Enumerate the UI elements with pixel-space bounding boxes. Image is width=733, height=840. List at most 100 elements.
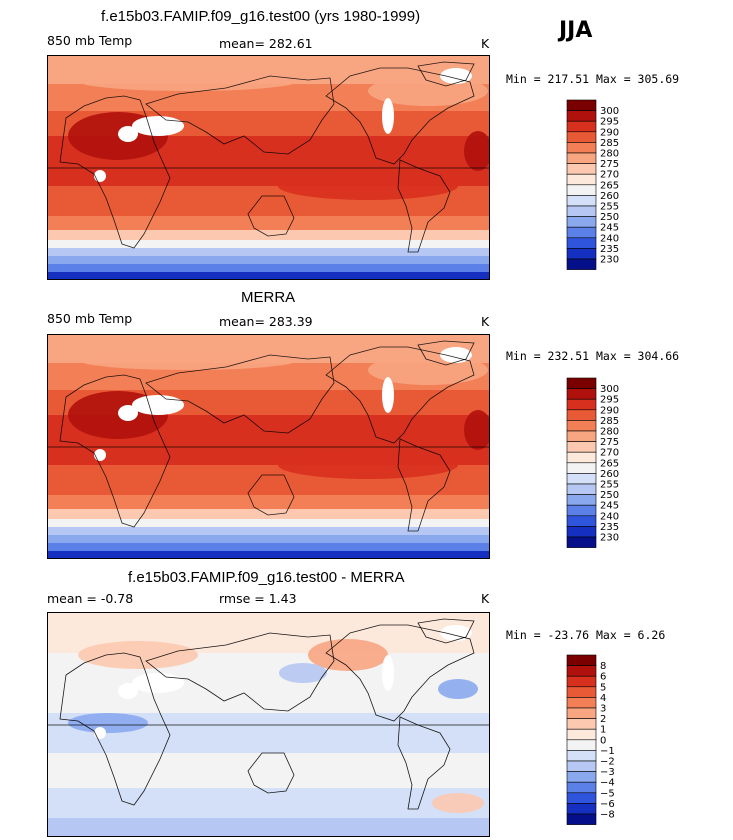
colorbar-swatch [566,675,597,688]
panel-2-title: MERRA [241,289,296,306]
colorbar-swatch [566,377,597,389]
colorbar-swatch [566,99,597,111]
colorbar-tick-label: 290 [600,127,619,138]
colorbar-tick-label: −4 [600,778,615,789]
colorbar-swatch [566,654,597,666]
panel-2-minmax: Min = 232.51 Max = 304.66 [506,349,680,363]
panel-1-title: f.e15b03.FAMIP.f09_g16.test00 (yrs 1980-… [101,8,421,25]
colorbar-swatch [566,131,597,143]
colorbar-swatch [566,120,597,133]
colorbar-tick-label: −6 [600,799,615,810]
colorbar-swatch [566,184,597,196]
colorbar-tick-label: −3 [600,767,615,778]
colorbar-tick-label: −1 [600,746,615,757]
panel-2-map-svg [48,335,489,558]
colorbar-tick-label: 240 [600,233,619,244]
colorbar-tick-label: 275 [600,437,619,448]
colorbar-swatch [566,216,597,228]
colorbar-swatch [566,420,597,432]
colorbar-swatch [566,195,597,207]
colorbar-swatch [566,398,597,411]
colorbar-swatch [566,536,597,548]
colorbar-swatch [566,205,597,217]
colorbar-tick-label: 265 [600,458,619,469]
colorbar-tick-label: 300 [600,384,619,395]
colorbar-tick-label: 250 [600,212,619,223]
colorbar-tick-label: 230 [600,255,619,266]
colorbar-swatch [566,504,597,517]
colorbar-swatch [566,707,597,719]
colorbar-swatch [566,781,597,794]
panel-3-rmse-label: rmse = 1.43 [219,591,297,606]
colorbar-tick-label: 260 [600,191,619,202]
colorbar-swatch [566,718,597,730]
colorbar-swatch [566,750,597,762]
colorbar-swatch [566,760,597,772]
colorbar-swatch [566,430,597,442]
colorbar-swatch [566,686,597,698]
colorbar-swatch [566,248,597,260]
colorbar-tick-label: 240 [600,511,619,522]
colorbar-tick-label: 275 [600,159,619,170]
panel-1-map [47,55,490,280]
colorbar-tick-label: 290 [600,405,619,416]
colorbar-tick-label: −5 [600,788,615,799]
colorbar-swatch [566,792,597,804]
colorbar-tick-label: −2 [600,757,615,768]
colorbar-tick-label: 2 [600,714,606,725]
panel-3-unit-label: K [481,591,490,606]
colorbar-tick-label: 0 [600,735,606,746]
colorbar-tick-label: 255 [600,480,619,491]
colorbar-swatch [566,515,597,527]
panel-1-variable-label: 850 mb Temp [47,33,133,48]
colorbar-swatch [566,728,597,741]
panel-3-mean-label: mean = -0.78 [47,591,134,606]
season-label: JJA [559,18,593,43]
colorbar-tick-label: 285 [600,416,619,427]
colorbar-swatch [566,237,597,249]
panel-1-map-svg [48,56,489,279]
colorbar-tick-label: 235 [600,522,619,533]
colorbar-tick-label: 6 [600,672,606,683]
colorbar-tick-label: 1 [600,725,606,736]
colorbar-tick-label: 255 [600,202,619,213]
colorbar-tick-label: 295 [600,117,619,128]
colorbar-swatch [566,526,597,538]
colorbar-tick-label: 8 [600,661,606,672]
panel-1-colorbar-svg: 3002952902852802752702652602552502452402… [566,99,619,270]
panel-3-map [47,612,490,837]
colorbar-tick-label: 3 [600,704,606,715]
colorbar-swatch [566,409,597,421]
colorbar-swatch [566,258,597,270]
colorbar-tick-label: 250 [600,490,619,501]
colorbar-tick-label: 245 [600,223,619,234]
colorbar-tick-label: 4 [600,693,606,704]
colorbar-tick-label: 235 [600,244,619,255]
colorbar-swatch [566,226,597,239]
panel-2-colorbar-svg: 3002952902852802752702652602552502452402… [566,377,619,548]
panel-2-colorbar: 300 295 290 285 280 275 270 265 260 255 250 245 240 2… [566,377,637,553]
panel-2-variable-label: 850 mb Temp [47,311,133,326]
colorbar-tick-label: −8 [600,810,615,821]
colorbar-swatch [566,697,597,709]
colorbar-swatch [566,388,597,400]
panel-3-minmax: Min = -23.76 Max = 6.26 [506,628,666,642]
colorbar-tick-label: 280 [600,427,619,438]
panel-1-unit-label: K [481,36,490,51]
panel-1-minmax: Min = 217.51 Max = 305.69 [506,72,680,86]
colorbar-tick-label: 265 [600,180,619,191]
colorbar-swatch [566,163,597,175]
panel-2-mean-label: mean= 283.39 [219,314,313,329]
colorbar-swatch [566,813,597,825]
colorbar-swatch [566,739,597,751]
colorbar-swatch [566,451,597,464]
colorbar-tick-label: 245 [600,501,619,512]
colorbar-tick-label: 230 [600,533,619,544]
colorbar-swatch [566,473,597,485]
colorbar-tick-label: 260 [600,469,619,480]
panel-1-colorbar: 300 295 290 285 280 275 270 265 260 255 250 245 240 2… [566,99,637,275]
colorbar-tick-label: 270 [600,448,619,459]
colorbar-tick-label: 285 [600,138,619,149]
panel-3-colorbar: 8 6 5 4 3 2 1 0 −1 −2 −3 −4 −5 −6 −8 [566,654,637,830]
